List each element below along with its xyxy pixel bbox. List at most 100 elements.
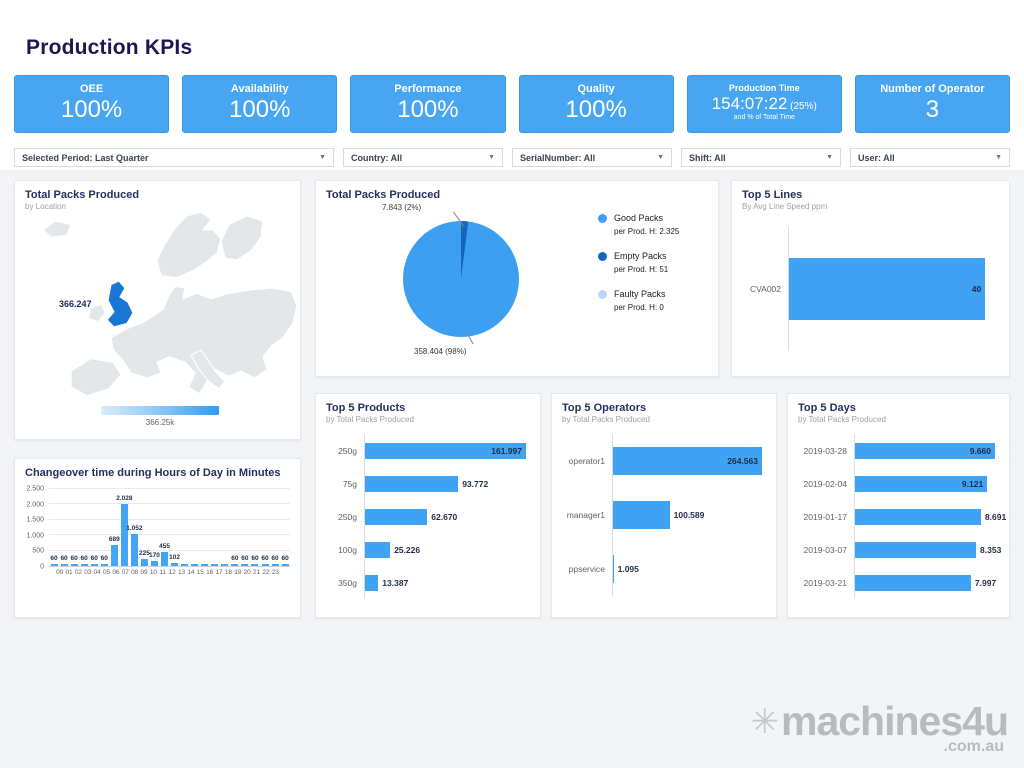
y-axis-labels: 0 500 1.000 1.500 2.000 2.500 [21,486,49,571]
kpi-value: 154:07:22 (25%) [688,95,841,113]
bar[interactable]: 9.660 [855,442,995,459]
legend-item[interactable]: Empty Packs per Prod. H: 51 [598,251,679,274]
bar-value-label: 8.353 [980,544,1002,555]
bar-value-label: 100.589 [673,510,705,520]
bar[interactable]: 264.563 [613,447,762,475]
bar-track: 62.670 [364,500,526,533]
bar[interactable] [221,564,229,566]
filter-label: User: All [858,152,895,163]
bar-column: 455 [159,489,170,566]
bar-column: 60 [49,489,59,566]
bar-value-label: 13.387 [382,577,409,588]
gridline [49,518,290,520]
top5-days-card: Top 5 Days by Total Packs Produced 2019-… [787,393,1010,618]
bar[interactable] [281,564,289,566]
products-chart-subtitle: by Total Packs Produced [326,415,414,424]
color-scale-bar [101,406,219,415]
bar-row: 250g 161.997 [324,434,526,467]
bar[interactable] [80,564,88,566]
bar[interactable]: 9.121 [855,475,988,492]
bar[interactable] [855,574,971,591]
pie-chart[interactable] [403,221,519,337]
legend-item[interactable]: Good Packs per Prod. H: 2.325 [598,213,679,236]
x-tick-label: 12 [168,569,176,576]
bar-track: 8.691 [854,500,1006,533]
bar[interactable] [130,533,138,566]
bar[interactable] [365,541,391,558]
bar[interactable] [271,564,279,566]
bar[interactable] [70,564,78,566]
bar-row: 2019-01-17 8.691 [796,500,1006,533]
bar[interactable] [251,564,259,566]
filter-dropdown-shift[interactable]: Shift: All ▼ [681,148,841,167]
europe-map[interactable] [15,207,302,401]
bar-column: 2.028 [116,489,132,566]
legend-label: Faulty Packs [614,289,666,299]
filter-dropdown-serialnumber[interactable]: SerialNumber: All ▼ [512,148,672,167]
bar[interactable] [613,501,670,529]
y-tick-label: 0 [40,563,44,571]
kpi-label: Availability [230,83,289,95]
bar-row: 250g 62.670 [324,500,526,533]
x-tick-label: 05 [102,569,111,576]
bar[interactable] [231,564,239,566]
bar[interactable] [100,564,108,566]
chevron-down-icon: ▼ [995,154,1002,161]
bar-value-label: 7.997 [974,577,997,588]
x-tick-label: 17 [215,569,223,576]
bar[interactable] [50,564,58,566]
bar[interactable] [201,564,209,566]
bar[interactable]: 161.997 [365,442,526,459]
bar[interactable] [140,559,148,566]
gridline [49,534,290,536]
bar[interactable] [261,564,269,566]
bar-value-label: 60 [251,555,259,563]
pie-slice-label-good-packs: 358.404 (98%) [414,347,467,356]
bar[interactable] [365,475,459,492]
bar[interactable] [211,564,219,566]
bar[interactable] [161,552,169,566]
pie-slice-label-empty-packs: 7.843 (2%) [382,203,422,212]
bar[interactable] [171,562,179,566]
operators-chart-title: Top 5 Operators [562,402,647,414]
kpi-note: and % of Total Time [733,113,795,121]
bar[interactable] [120,503,128,566]
bar[interactable] [60,564,68,566]
legend-detail: per Prod. H: 2.325 [614,227,680,236]
bar[interactable] [855,541,977,558]
gridline [49,503,290,505]
kpi-value-text: 3 [925,96,940,123]
bar-column: 225 [139,489,150,566]
bar-row: 75g 93.772 [324,467,526,500]
x-tick-label: 09 [140,569,148,576]
filter-dropdown-user[interactable]: User: All ▼ [850,148,1010,167]
bar[interactable] [241,564,249,566]
bar[interactable] [613,555,614,583]
map-region-iceland [42,220,72,238]
bar[interactable] [855,508,981,525]
bar[interactable] [90,564,98,566]
filter-dropdown-period[interactable]: Selected Period: Last Quarter ▼ [14,148,334,167]
bar[interactable]: 40 [789,258,986,320]
map-chart-title: Total Packs Produced [25,189,140,201]
bar[interactable] [150,560,158,566]
bar-category-label: 2019-02-04 [803,478,847,489]
map-region-uk-highlighted [106,280,134,328]
bar-category-label: ppservice [568,564,605,574]
bar[interactable] [110,544,118,566]
kpi-value-text: 100% [397,96,459,123]
legend-item[interactable]: Faulty Packs per Prod. H: 0 [598,289,679,312]
bar[interactable] [191,564,199,566]
bar-category-label: CVA002 [749,284,781,294]
filter-dropdown-country[interactable]: Country: All ▼ [343,148,503,167]
x-tick-label: 21 [252,569,261,576]
x-tick-label: 02 [74,569,83,576]
bar[interactable] [365,574,379,591]
pie-chart-body: 7.843 (2%) 358.404 (98%) Good Packs per P… [316,181,718,376]
bar[interactable] [365,508,428,525]
days-chart-title: Top 5 Days [798,402,856,414]
bar-value-label: 9.660 [969,445,991,456]
bar[interactable] [181,564,189,566]
bars-container: 60 60 60 60 60 60 689 2.028 1.052 225 170 455 102 60 6… [49,489,290,566]
chevron-down-icon: ▼ [488,154,495,161]
